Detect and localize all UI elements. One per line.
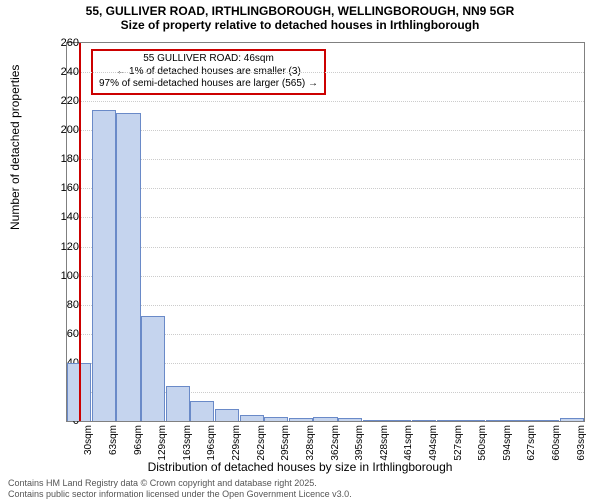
x-tick-label: 395sqm — [354, 425, 356, 461]
x-tick-label: 96sqm — [133, 425, 135, 455]
gridline — [67, 276, 584, 277]
x-tick-label: 328sqm — [305, 425, 307, 461]
y-tick-label: 60 — [39, 328, 79, 340]
histogram-bar — [535, 420, 559, 421]
plot-region: 55 GULLIVER ROAD: 46sqm ← 1% of detached… — [66, 42, 585, 422]
x-tick-label: 693sqm — [576, 425, 578, 461]
y-tick-label: 100 — [39, 270, 79, 282]
y-tick-label: 260 — [39, 37, 79, 49]
x-tick-label: 560sqm — [477, 425, 479, 461]
footer-line-1: Contains HM Land Registry data © Crown c… — [8, 478, 352, 488]
title-line-1: 55, GULLIVER ROAD, IRTHLINGBOROUGH, WELL… — [0, 0, 600, 18]
y-tick-label: 240 — [39, 66, 79, 78]
gridline — [67, 188, 584, 189]
gridline — [67, 130, 584, 131]
x-tick-label: 627sqm — [526, 425, 528, 461]
x-tick-label: 129sqm — [157, 425, 159, 461]
y-axis-title: Number of detached properties — [8, 65, 22, 230]
y-tick-label: 220 — [39, 95, 79, 107]
histogram-bar — [116, 113, 140, 421]
x-tick-label: 229sqm — [231, 425, 233, 461]
histogram-bar — [92, 110, 116, 421]
info-line-3: 97% of semi-detached houses are larger (… — [99, 78, 318, 91]
histogram-bar — [166, 386, 190, 421]
x-tick-label: 163sqm — [182, 425, 184, 461]
histogram-bar — [215, 409, 239, 421]
histogram-bar — [240, 415, 264, 421]
gridline — [67, 247, 584, 248]
histogram-bar — [264, 417, 288, 421]
histogram-bar — [289, 418, 313, 421]
histogram-bar — [141, 316, 165, 421]
gridline — [67, 217, 584, 218]
histogram-bar — [387, 420, 411, 421]
gridline — [67, 159, 584, 160]
histogram-bar — [412, 420, 436, 421]
y-tick-label: 80 — [39, 299, 79, 311]
x-tick-label: 63sqm — [108, 425, 110, 455]
footer-line-2: Contains public sector information licen… — [8, 489, 352, 499]
histogram-bar — [190, 401, 214, 421]
histogram-bar — [560, 418, 584, 421]
x-axis-title: Distribution of detached houses by size … — [0, 460, 600, 474]
gridline — [67, 305, 584, 306]
highlight-marker-line — [79, 43, 81, 421]
gridline — [67, 72, 584, 73]
x-tick-label: 660sqm — [551, 425, 553, 461]
histogram-bar — [486, 420, 510, 421]
x-tick-label: 594sqm — [502, 425, 504, 461]
x-tick-label: 494sqm — [428, 425, 430, 461]
histogram-bar — [437, 420, 461, 421]
y-tick-label: 160 — [39, 182, 79, 194]
gridline — [67, 101, 584, 102]
y-tick-label: 120 — [39, 241, 79, 253]
x-tick-label: 262sqm — [256, 425, 258, 461]
x-tick-label: 428sqm — [379, 425, 381, 461]
info-line-1: 55 GULLIVER ROAD: 46sqm — [99, 53, 318, 66]
title-line-2: Size of property relative to detached ho… — [0, 18, 600, 36]
y-tick-label: 140 — [39, 211, 79, 223]
footer-attribution: Contains HM Land Registry data © Crown c… — [8, 478, 352, 499]
histogram-bar — [461, 420, 485, 421]
x-tick-label: 461sqm — [403, 425, 405, 461]
histogram-bar — [510, 420, 534, 421]
histogram-bar — [363, 420, 387, 421]
y-tick-label: 180 — [39, 153, 79, 165]
x-tick-label: 196sqm — [206, 425, 208, 461]
histogram-bar — [313, 417, 337, 421]
chart-area: 55 GULLIVER ROAD: 46sqm ← 1% of detached… — [50, 42, 585, 422]
x-tick-label: 295sqm — [280, 425, 282, 461]
histogram-bar — [338, 418, 362, 421]
x-tick-label: 30sqm — [83, 425, 85, 455]
y-tick-label: 200 — [39, 124, 79, 136]
x-tick-label: 527sqm — [453, 425, 455, 461]
x-tick-label: 362sqm — [330, 425, 332, 461]
